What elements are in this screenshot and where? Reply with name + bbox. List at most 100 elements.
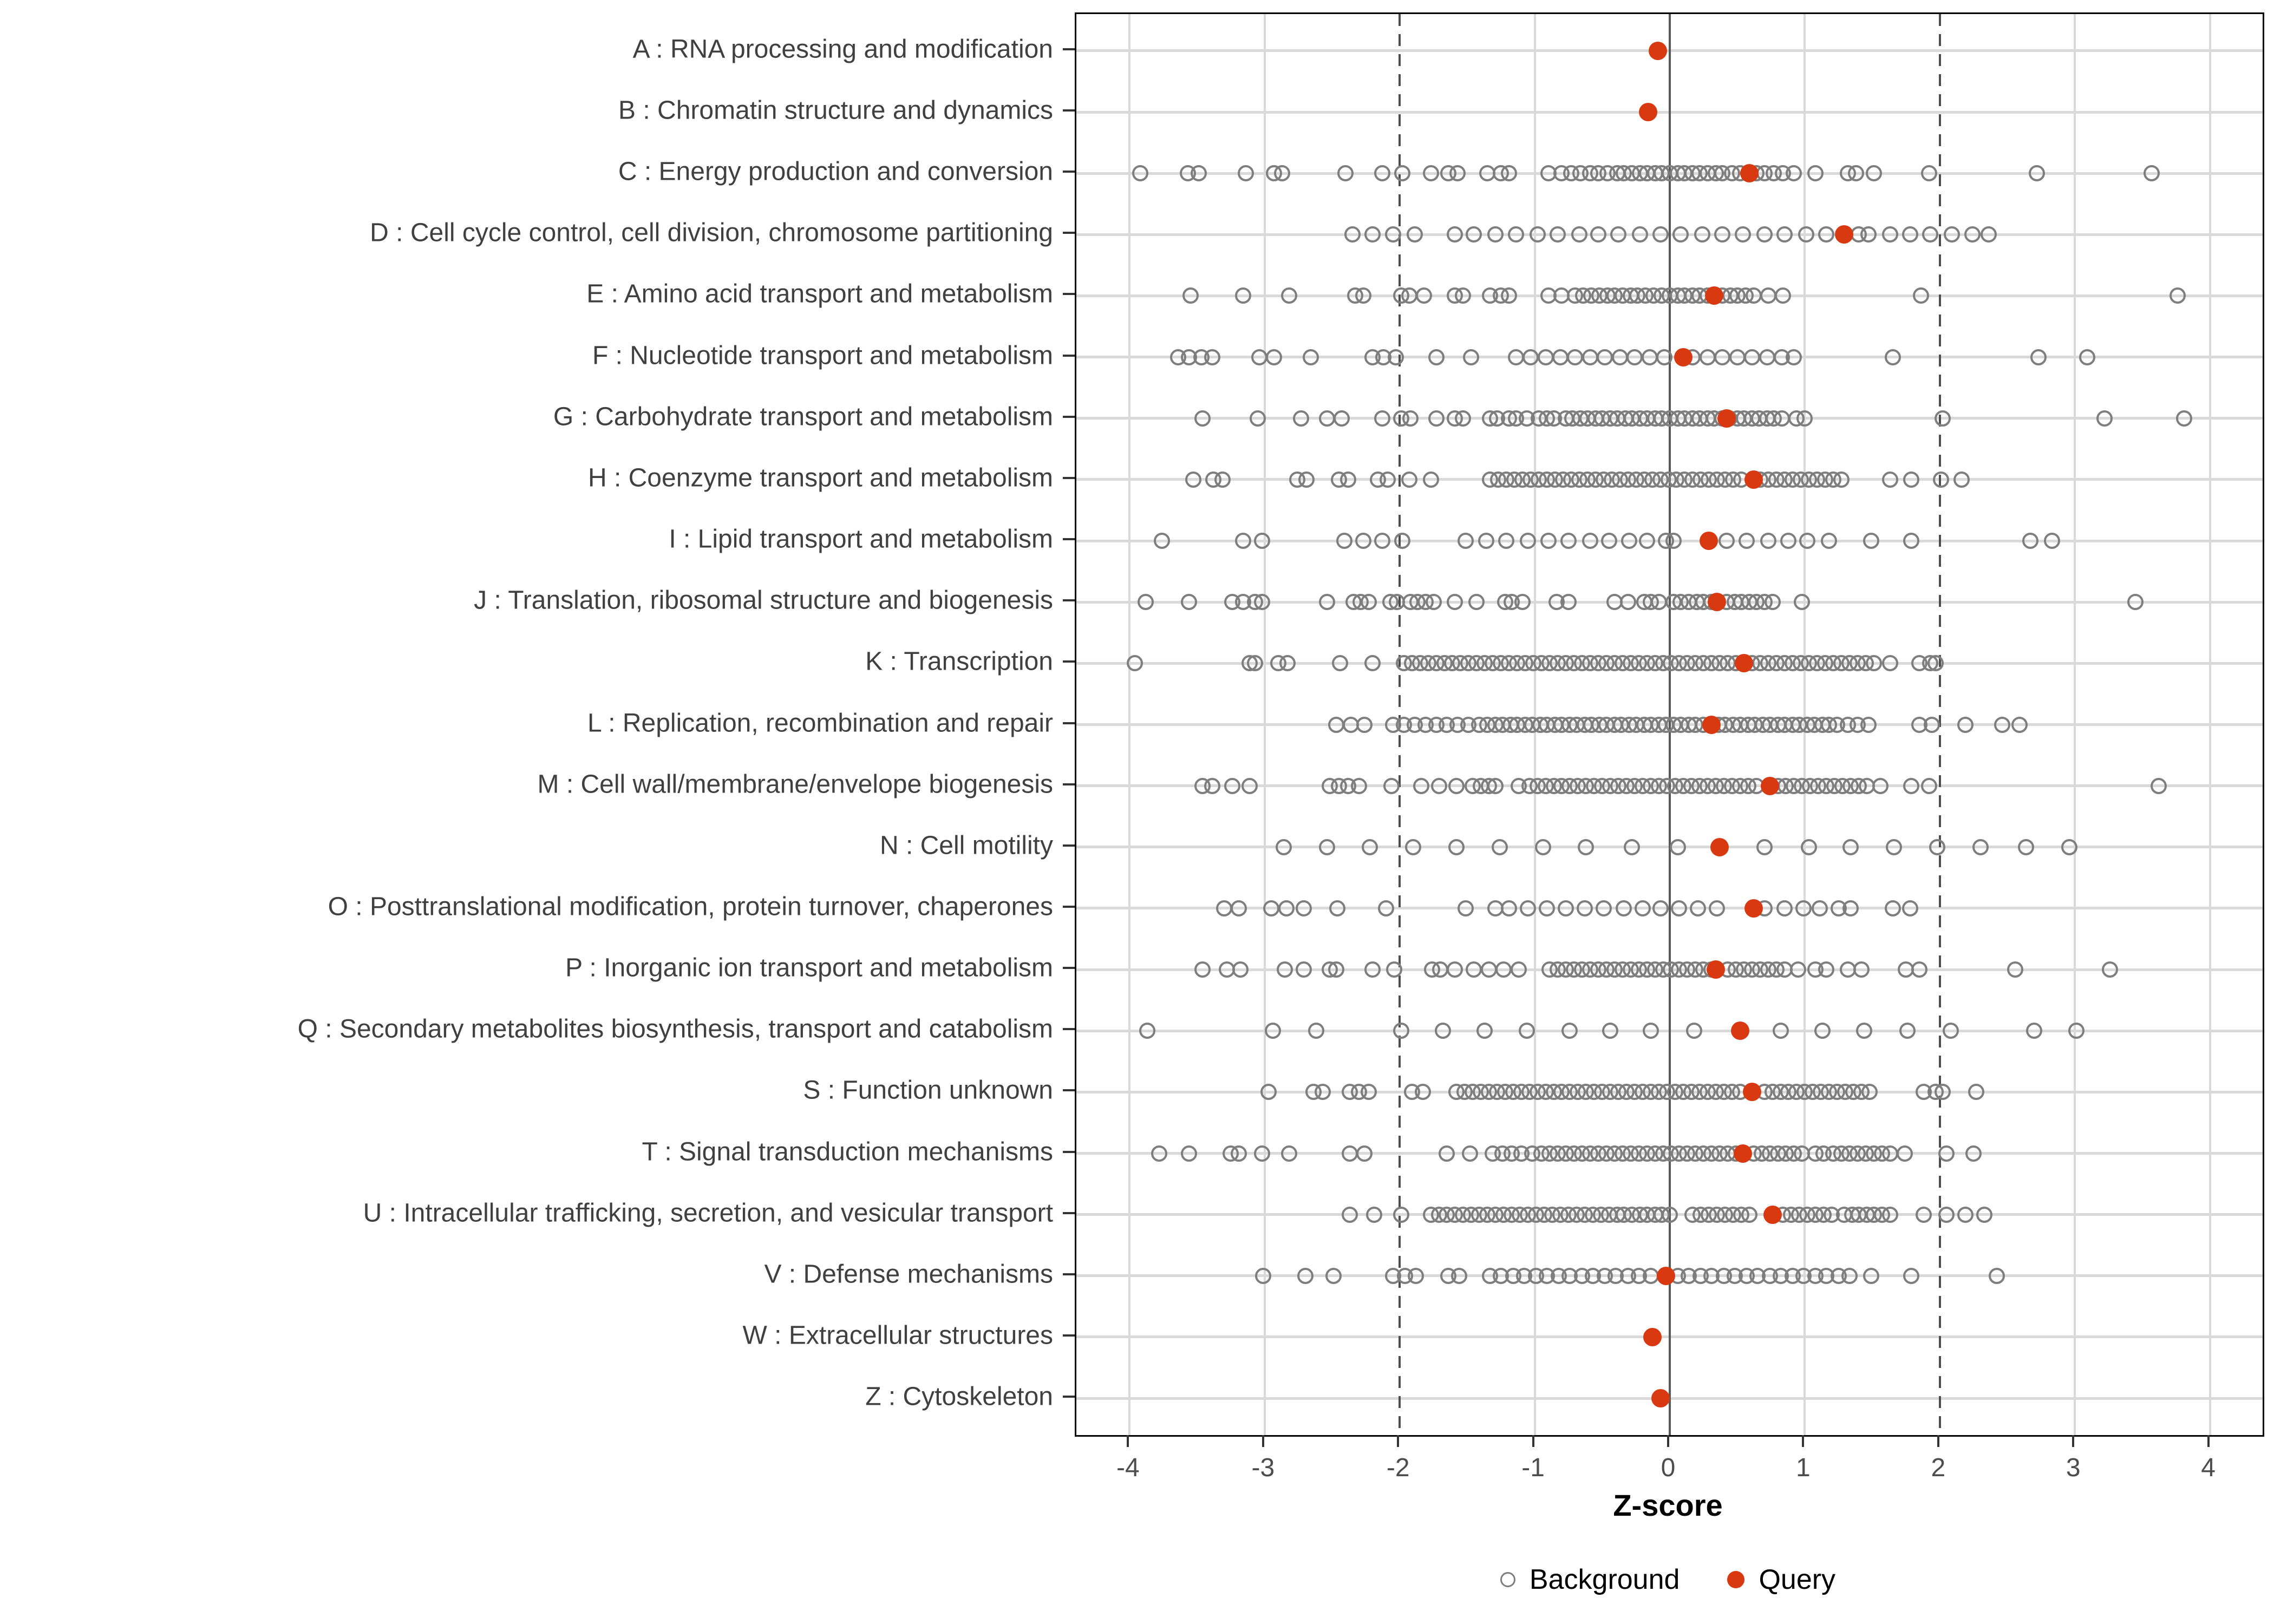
background-point [1448,777,1465,794]
background-point [1328,961,1344,978]
y-axis-tick [1063,354,1075,357]
background-point [1422,165,1439,182]
background-point [1972,839,1989,855]
background-point [1341,1145,1358,1162]
background-point [1138,594,1154,611]
background-point [1534,839,1551,855]
query-point-C [1740,164,1759,183]
query-point-K [1735,654,1754,673]
background-point [1253,1145,1270,1162]
background-point [1298,471,1315,488]
background-point [1561,1023,1578,1039]
background-point [2029,165,2046,182]
query-point-W [1643,1327,1662,1346]
background-point [1413,777,1430,794]
query-point-A [1648,41,1667,60]
background-point [1729,349,1746,365]
background-point [1355,533,1371,549]
category-label-J: J : Translation, ribosomal structure and… [474,586,1053,615]
background-point [1652,226,1669,243]
background-point [1263,900,1280,916]
background-point [1933,471,1950,488]
background-point [1422,471,1439,488]
background-point [1964,226,1981,243]
background-point [1560,533,1577,549]
background-point [1915,1206,1932,1223]
background-point [1540,533,1557,549]
background-point [1356,1145,1373,1162]
background-point [1920,777,1937,794]
background-point [1976,1206,1993,1223]
background-point [1414,1084,1431,1101]
background-point [1393,1023,1409,1039]
background-point [2127,594,2144,611]
background-point [1296,900,1312,916]
background-point [1360,594,1377,611]
background-point [1253,594,1270,611]
category-label-L: L : Replication, recombination and repai… [587,709,1053,737]
background-point [1463,349,1480,365]
background-point [1234,533,1251,549]
background-point [1944,226,1961,243]
background-point [1194,961,1211,978]
background-point [2061,839,2078,855]
background-point [1455,287,1472,304]
background-point [1744,349,1761,365]
background-point [1860,716,1877,733]
background-point [1501,287,1518,304]
background-point [1600,533,1617,549]
background-point [1776,900,1793,916]
y-axis-tick [1063,109,1075,112]
x-tick-label: -3 [1251,1453,1275,1482]
background-point [1478,533,1494,549]
background-point [1194,410,1211,427]
background-point [1611,349,1628,365]
background-point [1934,1084,1951,1101]
background-point [1833,471,1850,488]
background-point [1669,839,1686,855]
x-axis-title: Z-score [1613,1488,1723,1522]
query-point-D [1834,225,1853,244]
background-point [2144,165,2160,182]
background-point [1232,961,1249,978]
background-point [1507,226,1524,243]
background-point [1853,961,1870,978]
background-point [1624,839,1641,855]
background-point [1448,839,1465,855]
x-axis-tick [1127,1435,1129,1447]
background-point [1182,287,1199,304]
query-point-N [1710,837,1729,856]
background-point [1780,533,1797,549]
background-legend-label: Background [1529,1564,1680,1595]
background-point [1190,165,1207,182]
category-label-F: F : Nucleotide transport and metabolism [592,341,1053,370]
background-point [1340,471,1357,488]
background-point [1241,777,1258,794]
background-point [1365,1206,1382,1223]
background-point [2043,533,2060,549]
query-point-L [1702,715,1721,734]
background-point [1796,410,1813,427]
category-label-E: E : Amino acid transport and metabolism [586,279,1053,309]
category-label-G: G : Carbohydrate transport and metabolis… [553,402,1053,431]
background-point [1759,349,1775,365]
background-point [1428,349,1445,365]
background-point [1181,1145,1198,1162]
background-point [1821,533,1838,549]
background-point [1351,777,1368,794]
background-point [1253,533,1270,549]
background-point [1884,900,1901,916]
background-point [2068,1023,2084,1039]
background-point [1278,900,1295,916]
background-point [1416,287,1433,304]
background-point [1151,1145,1168,1162]
background-point [1458,533,1474,549]
background-point [1468,594,1485,611]
background-point [1279,655,1296,672]
query-point-V [1656,1266,1675,1285]
background-point [1626,349,1643,365]
background-point [1449,165,1466,182]
background-point [1181,594,1198,611]
background-point [1842,900,1859,916]
background-point [1333,410,1350,427]
